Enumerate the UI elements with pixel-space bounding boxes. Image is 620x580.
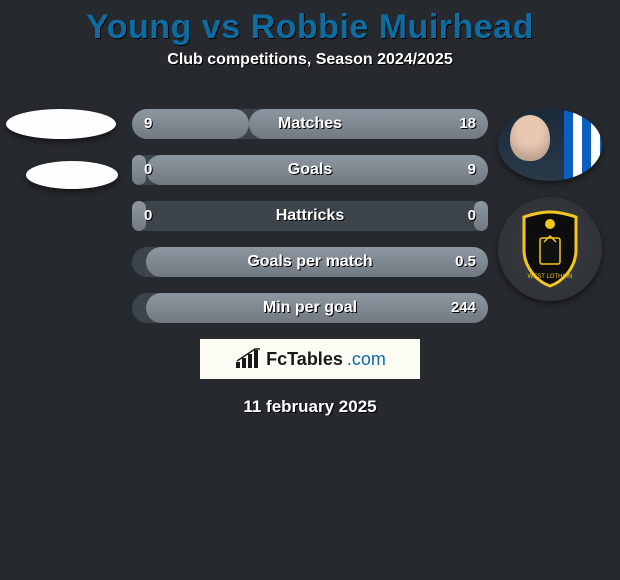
stat-row: Goals per match0.5 — [132, 247, 488, 277]
stat-value-right: 244 — [451, 293, 476, 323]
stat-value-left: 0 — [144, 201, 152, 231]
stat-label: Matches — [132, 109, 488, 139]
stat-label: Hattricks — [132, 201, 488, 231]
date-label: 11 february 2025 — [0, 397, 620, 417]
brand-name: FcTables — [266, 349, 343, 370]
player-left-name: Young — [86, 8, 192, 46]
svg-text:WEST LOTHIAN: WEST LOTHIAN — [528, 274, 573, 280]
stat-label: Goals per match — [132, 247, 488, 277]
stat-value-left: 9 — [144, 109, 152, 139]
club-crest-right: WEST LOTHIAN — [498, 197, 602, 301]
stat-label: Min per goal — [132, 293, 488, 323]
stat-value-right: 0 — [468, 201, 476, 231]
vs-separator: vs — [202, 8, 241, 46]
bar-chart-icon — [234, 348, 262, 370]
comparison-chart: WEST LOTHIAN Matches918Goals09Hattricks0… — [0, 87, 620, 323]
placeholder-ellipse — [26, 161, 118, 189]
stat-bars: Matches918Goals09Hattricks00Goals per ma… — [132, 87, 488, 323]
stat-value-left: 0 — [144, 155, 152, 185]
player-right-name: Robbie Muirhead — [251, 8, 534, 46]
stat-row: Min per goal244 — [132, 293, 488, 323]
stat-row: Hattricks0 0 — [132, 201, 488, 231]
stat-row: Matches9 18 — [132, 109, 488, 139]
brand-badge: FcTables.com — [200, 339, 420, 379]
stat-label: Goals — [132, 155, 488, 185]
page-subtitle: Club competitions, Season 2024/2025 — [0, 51, 620, 87]
placeholder-ellipse — [6, 109, 116, 139]
brand-dotcom: .com — [347, 349, 386, 370]
page-title: Young vs Robbie Muirhead — [0, 0, 620, 51]
stat-value-right: 9 — [468, 155, 476, 185]
stat-value-right: 0.5 — [455, 247, 476, 277]
shield-icon: WEST LOTHIAN — [518, 210, 582, 288]
stat-value-right: 18 — [459, 109, 476, 139]
player-photo-right — [498, 109, 602, 181]
stat-row: Goals0 9 — [132, 155, 488, 185]
